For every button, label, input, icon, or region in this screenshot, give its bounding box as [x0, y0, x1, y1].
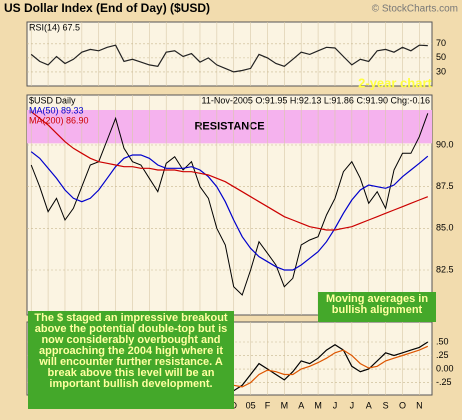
legend-entry: MA(200) 86.90: [29, 115, 89, 125]
series-line: [30, 113, 429, 296]
x-tick-label: F: [265, 400, 271, 410]
panel: [26, 21, 433, 87]
y-tick-label: 90.0: [436, 139, 454, 149]
x-tick-label: A: [298, 400, 304, 410]
y-tick-label: 82.5: [436, 264, 454, 274]
panel-subtitle: 11-Nov-2005 O:91.95 H:92.13 L:91.86 C:91…: [202, 95, 431, 105]
chart-title: US Dollar Index (End of Day) ($USD): [4, 1, 210, 15]
panel-title: RSI(14) 67.5: [29, 22, 80, 32]
x-tick-label: M: [314, 400, 322, 410]
source: © StockCharts.com: [372, 4, 458, 15]
y-tick-label: 50: [436, 52, 446, 62]
annotation: The $ staged an impressive breakout abov…: [28, 311, 234, 409]
annotation: 2-year chart: [358, 75, 432, 90]
annotation: Moving averages in bullish alignment: [318, 292, 436, 322]
y-tick-label: 30: [436, 66, 446, 76]
series-line: [30, 111, 429, 231]
x-tick-label: 05: [246, 400, 256, 410]
x-tick-label: M: [281, 400, 289, 410]
resistance-band: [27, 110, 432, 144]
y-tick-label: .50: [436, 336, 449, 346]
series-line: [30, 44, 428, 73]
y-tick-label: 0.00: [436, 363, 454, 373]
x-tick-label: N: [416, 400, 423, 410]
y-tick-label: 85.0: [436, 223, 454, 233]
band-label: RESISTANCE: [194, 121, 264, 133]
panel-title: $USD Daily: [29, 95, 76, 105]
y-tick-label: 70: [436, 38, 446, 48]
x-tick-label: J: [350, 400, 355, 410]
y-tick-label: -.25: [436, 377, 452, 387]
x-tick-label: J: [333, 400, 338, 410]
y-tick-label: 87.5: [436, 181, 454, 191]
x-tick-label: A: [366, 400, 372, 410]
x-tick-label: S: [383, 400, 389, 410]
x-tick-label: O: [399, 400, 406, 410]
series-line: [30, 151, 429, 271]
legend-entry: MA(50) 89.33: [29, 105, 84, 115]
y-tick-label: .25: [436, 350, 449, 360]
